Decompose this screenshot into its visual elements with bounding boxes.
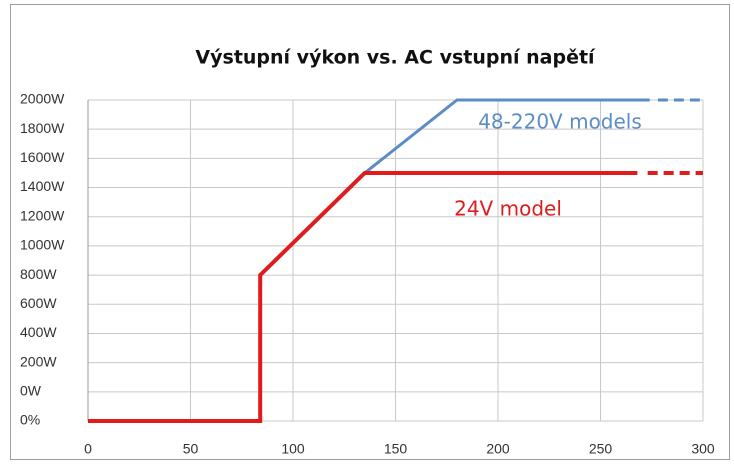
x-tick-label: 100 [281, 441, 305, 457]
x-tick-label: 0 [84, 441, 92, 457]
y-tick-label: 1200W [20, 207, 65, 223]
y-tick-label: 1800W [20, 120, 65, 136]
series-line [363, 98, 650, 175]
y-tick-label: 0% [20, 412, 40, 428]
x-tick-label: 50 [183, 441, 199, 457]
x-tick-label: 150 [384, 441, 408, 457]
chart-frame [10, 4, 730, 460]
y-tick-label: 200W [20, 353, 57, 369]
y-tick-label: 600W [20, 295, 57, 311]
series-label: 48-220V models [478, 110, 642, 134]
x-tick-label: 300 [691, 441, 715, 457]
y-tick-label: 400W [20, 324, 57, 340]
y-tick-label: 2000W [20, 91, 65, 107]
y-tick-label: 1000W [20, 237, 65, 253]
series-line [88, 170, 638, 423]
x-tick-label: 250 [589, 441, 613, 457]
y-tick-label: 800W [20, 266, 57, 282]
chart-title: Výstupní výkon vs. AC vstupní napětí [195, 47, 596, 69]
y-tick-label: 1600W [20, 149, 65, 165]
x-tick-label: 200 [486, 441, 510, 457]
y-tick-label: 1400W [20, 178, 65, 194]
series-label: 24V model [454, 197, 562, 221]
y-tick-label: 0W [20, 383, 42, 399]
